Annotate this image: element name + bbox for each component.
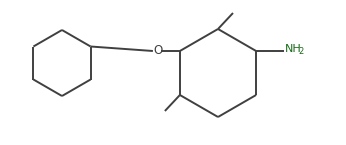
Text: O: O xyxy=(153,45,163,58)
Text: NH: NH xyxy=(285,45,302,55)
Text: 2: 2 xyxy=(298,48,303,57)
